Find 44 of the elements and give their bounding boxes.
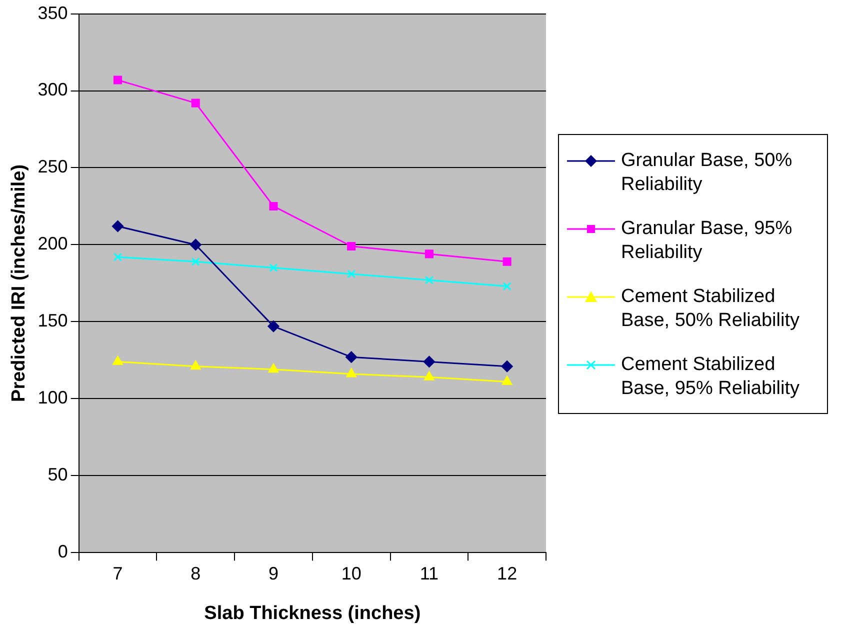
y-tick-label: 350: [38, 2, 68, 23]
x-tick-label: 11: [420, 563, 439, 584]
point: [424, 371, 434, 380]
y-tick-label: 300: [38, 80, 68, 100]
legend-label: Cement Stabilized Base, 50% Reliability: [621, 285, 800, 333]
point: [191, 257, 200, 266]
point: [501, 360, 513, 372]
point: [191, 98, 200, 108]
point: [112, 356, 123, 365]
x-axis-title: Slab Thickness (inches): [204, 602, 421, 624]
y-tick-label: 100: [38, 388, 68, 408]
y-axis-title: Predicted IRI (inches/mile): [8, 164, 30, 402]
point: [113, 252, 122, 262]
point: [424, 276, 434, 284]
y-tick-label: 200: [38, 234, 68, 254]
point: [269, 264, 278, 272]
point: [269, 202, 278, 211]
legend-label: Granular Base, 95% Reliability: [621, 217, 794, 265]
x-tick-label: 7: [112, 563, 123, 584]
y-tick-label: 250: [38, 156, 68, 177]
y-tick-label: 50: [48, 464, 68, 485]
point: [502, 282, 512, 291]
x-tick-label: 12: [497, 563, 518, 584]
point: [113, 76, 122, 84]
point: [347, 242, 356, 251]
y-tick-label: 150: [38, 310, 68, 331]
point: [346, 351, 358, 363]
x-tick-label: 10: [341, 563, 362, 584]
point: [502, 376, 512, 385]
point: [346, 368, 356, 378]
point: [190, 238, 202, 250]
point: [268, 364, 279, 373]
point: [347, 270, 356, 278]
point: [423, 356, 435, 368]
point: [190, 360, 201, 370]
y-tick-label: 0: [58, 542, 68, 562]
point: [112, 220, 124, 232]
legend-label: Cement Stabilized Base, 95% Reliability: [621, 353, 800, 401]
point: [424, 250, 434, 258]
x-tick-label: 8: [190, 563, 201, 584]
point: [268, 320, 280, 332]
point: [502, 257, 512, 266]
legend-label: Granular Base, 50% Reliability: [621, 149, 794, 197]
x-tick-label: 9: [268, 563, 278, 584]
